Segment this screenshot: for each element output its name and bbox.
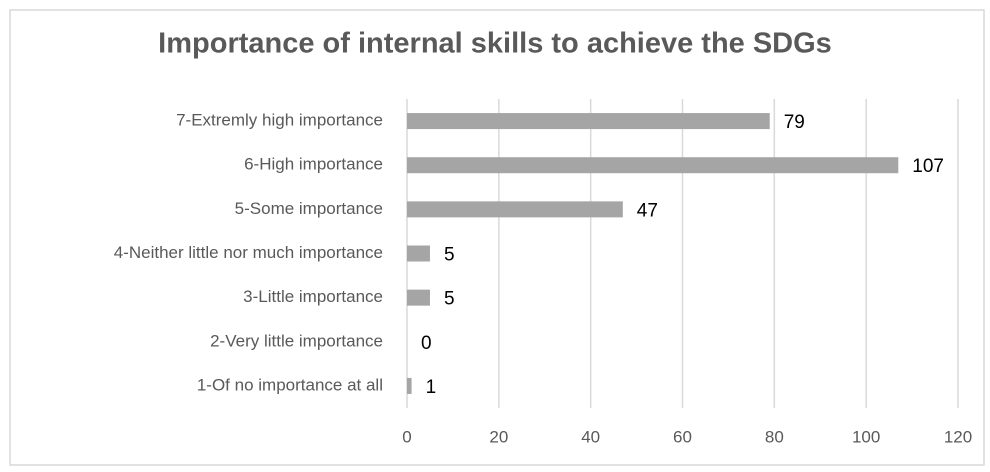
x-tick-label: 60 xyxy=(673,427,692,446)
bar xyxy=(407,201,623,218)
y-tick-label: 3-Little importance xyxy=(243,287,383,306)
x-tick-label: 40 xyxy=(581,427,600,446)
x-tick-label: 120 xyxy=(944,427,972,446)
chart-border xyxy=(9,9,985,466)
y-tick-label: 5-Some importance xyxy=(235,199,383,218)
data-label: 0 xyxy=(421,333,432,354)
data-label: 5 xyxy=(444,245,455,266)
chart-title: Importance of internal skills to achieve… xyxy=(158,28,832,60)
bar xyxy=(407,245,430,262)
bar xyxy=(407,289,430,306)
data-label: 79 xyxy=(784,112,805,133)
y-tick-label: 2-Very little importance xyxy=(210,331,383,350)
bar xyxy=(407,113,770,130)
bar xyxy=(407,377,412,394)
x-tick-label: 20 xyxy=(489,427,508,446)
data-label: 1 xyxy=(426,377,437,398)
data-label: 47 xyxy=(637,200,658,221)
data-label: 107 xyxy=(912,156,944,177)
y-tick-label: 6-High importance xyxy=(244,155,383,174)
y-tick-label: 1-Of no importance at all xyxy=(197,375,383,394)
x-tick-label: 80 xyxy=(765,427,784,446)
x-tick-label: 100 xyxy=(852,427,880,446)
y-tick-label: 4-Neither little nor much importance xyxy=(114,243,383,262)
x-tick-label: 0 xyxy=(402,427,411,446)
data-label: 5 xyxy=(444,289,455,310)
y-tick-label: 7-Extremly high importance xyxy=(176,111,383,130)
bar xyxy=(407,157,899,174)
